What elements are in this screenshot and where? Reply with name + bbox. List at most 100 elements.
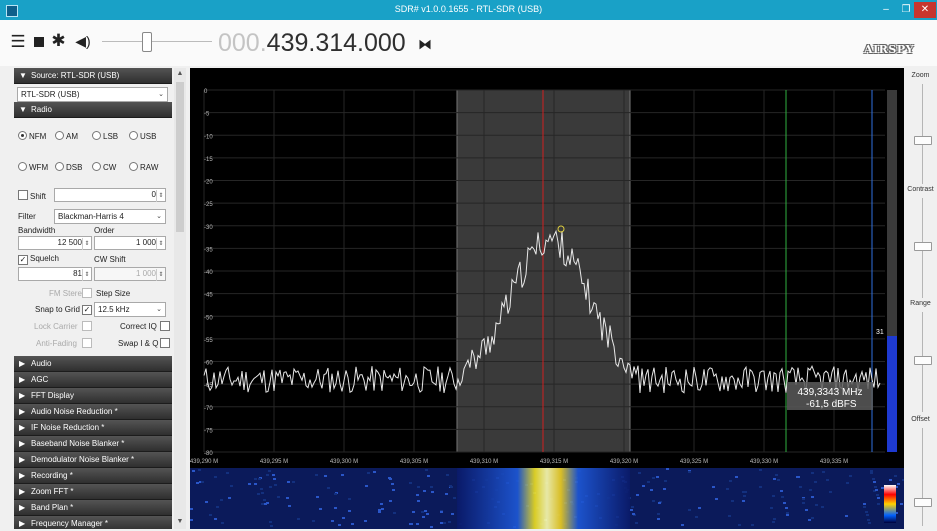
waterfall-speckle — [870, 470, 873, 472]
radio-section-header[interactable]: ▼ Radio — [14, 102, 172, 118]
section-fft-display[interactable]: ▶ FFT Display — [14, 388, 172, 404]
contrast-slider-thumb[interactable] — [914, 242, 932, 251]
waterfall-speckle — [772, 495, 775, 497]
frequency-value[interactable]: 439.314.000 — [266, 29, 406, 57]
offset-label: Offset — [911, 416, 930, 423]
waterfall-speckle — [192, 470, 195, 472]
speaker-icon[interactable]: ◀) — [75, 33, 91, 49]
menu-icon[interactable]: ☰ — [10, 32, 26, 51]
waterfall-speckle — [440, 522, 443, 524]
waterfall-speckle — [214, 518, 217, 520]
waterfall-speckle — [409, 523, 412, 525]
scroll-up-icon[interactable]: ▲ — [176, 70, 184, 77]
expand-triangle-icon: ▶ — [19, 439, 26, 448]
correct-iq-checkbox[interactable] — [160, 321, 172, 332]
checkbox-icon — [160, 321, 170, 331]
waterfall-speckle — [822, 471, 825, 473]
squelch-checkbox[interactable]: ✓ Squelch — [18, 254, 59, 265]
section-demodulator-noise-blanker[interactable]: ▶ Demodulator Noise Blanker * — [14, 452, 172, 468]
source-select[interactable]: RTL-SDR (USB) ⌄ — [17, 87, 168, 102]
order-label: Order — [94, 226, 115, 235]
volume-slider-track[interactable] — [102, 41, 212, 42]
volume-slider-thumb[interactable] — [142, 32, 152, 52]
shift-checkbox[interactable]: Shift — [18, 190, 46, 201]
y-tick-label: -5 — [204, 112, 210, 118]
maximize-button[interactable]: ❐ — [901, 4, 911, 15]
fm-stereo-checkbox[interactable] — [82, 288, 94, 299]
close-button[interactable]: ✕ — [914, 2, 936, 18]
mode-dsb[interactable]: DSB — [55, 162, 82, 172]
scroll-down-icon[interactable]: ▼ — [176, 518, 184, 525]
mode-wfm[interactable]: WFM — [18, 162, 48, 172]
waterfall-speckle — [895, 512, 898, 514]
offset-slider-thumb[interactable] — [914, 498, 932, 507]
spinner-icon[interactable]: ⇕ — [156, 269, 165, 281]
shift-field[interactable]: 0 ⇕ — [54, 188, 166, 202]
scrollbar-thumb[interactable] — [176, 82, 184, 232]
spectrum-svg[interactable]: 0-5-10-15-20-25-30-35-40-45-50-55-60-65-… — [190, 68, 905, 529]
section-recording[interactable]: ▶ Recording * — [14, 468, 172, 484]
mode-raw[interactable]: RAW — [129, 162, 158, 172]
order-field[interactable]: 1 000 ⇕ — [94, 236, 166, 250]
expand-triangle-icon: ▶ — [19, 487, 26, 496]
mode-cw[interactable]: CW — [92, 162, 116, 172]
waterfall-speckle — [688, 471, 691, 473]
waterfall-speckle — [440, 511, 443, 513]
squelch-value: 81 — [73, 269, 82, 278]
section-zoom-fft[interactable]: ▶ Zoom FFT * — [14, 484, 172, 500]
source-section-header[interactable]: ▼ Source: RTL-SDR (USB) — [14, 68, 172, 84]
cw-shift-field[interactable]: 1 000 ⇕ — [94, 267, 166, 281]
spinner-icon[interactable]: ⇕ — [156, 190, 165, 202]
minimize-button[interactable]: – — [883, 4, 889, 15]
waterfall-speckle — [334, 507, 337, 509]
center-frequency-icon[interactable]: ⧓ — [418, 36, 432, 52]
snap-to-grid-checkbox[interactable]: ✓ — [82, 304, 94, 315]
zoom-slider-track[interactable] — [922, 84, 923, 184]
spectrum-analyzer[interactable]: 0 -5 -10 -15 -20 -25 -30 -35 -40 -45 -50 -55 -60 -65-… — [190, 68, 905, 529]
waterfall-speckle — [389, 478, 392, 480]
section-if-noise-reduction[interactable]: ▶ IF Noise Reduction * — [14, 420, 172, 436]
waterfall-speckle — [424, 510, 427, 512]
cw-shift-value: 1 000 — [135, 269, 156, 278]
right-panel: Zoom Contrast Range Offset — [904, 68, 937, 529]
waterfall-speckle — [726, 488, 729, 490]
offset-slider-track[interactable] — [922, 428, 923, 526]
waterfall-speckle — [417, 486, 420, 488]
expand-triangle-icon: ▶ — [19, 407, 26, 416]
mode-nfm[interactable]: NFM — [18, 131, 46, 141]
section-baseband-noise-blanker[interactable]: ▶ Baseband Noise Blanker * — [14, 436, 172, 452]
range-slider-thumb[interactable] — [914, 356, 932, 365]
mode-lsb[interactable]: LSB — [92, 131, 118, 141]
spinner-icon[interactable]: ⇕ — [82, 269, 91, 281]
anti-fading-checkbox[interactable] — [82, 338, 94, 349]
sidebar-scrollbar[interactable]: ▲ ▼ — [174, 68, 186, 529]
spinner-icon[interactable]: ⇕ — [82, 238, 91, 250]
filter-select[interactable]: Blackman-Harris 4 ⌄ — [54, 209, 166, 224]
swap-iq-checkbox[interactable] — [160, 338, 172, 349]
waterfall-speckle — [443, 522, 446, 524]
step-size-select[interactable]: 12.5 kHz ⌄ — [94, 302, 166, 317]
section-audio[interactable]: ▶ Audio — [14, 356, 172, 372]
waterfall-speckle — [416, 494, 419, 496]
stop-icon[interactable] — [34, 37, 44, 47]
spinner-icon[interactable]: ⇕ — [156, 238, 165, 250]
waterfall-speckle — [451, 513, 454, 515]
lock-carrier-checkbox[interactable] — [82, 321, 94, 332]
section-frequency-manager[interactable]: ▶ Frequency Manager * — [14, 516, 172, 529]
waterfall-speckle — [416, 523, 419, 525]
level-meter-label: 31 — [876, 329, 884, 336]
mode-usb[interactable]: USB — [129, 131, 156, 141]
section-band-plan[interactable]: ▶ Band Plan * — [14, 500, 172, 516]
gear-icon[interactable]: ✱ — [51, 31, 66, 50]
waterfall-speckle — [431, 491, 434, 493]
squelch-field[interactable]: 81 ⇕ — [18, 267, 92, 281]
section-agc[interactable]: ▶ AGC — [14, 372, 172, 388]
zoom-slider-thumb[interactable] — [914, 136, 932, 145]
frequency-display[interactable]: 000.439.314.000 — [218, 29, 406, 57]
mode-am[interactable]: AM — [55, 131, 78, 141]
waterfall-speckle — [811, 472, 814, 474]
section-audio-noise-reduction[interactable]: ▶ Audio Noise Reduction * — [14, 404, 172, 420]
bandwidth-field[interactable]: 12 500 ⇕ — [18, 236, 92, 250]
waterfall-speckle — [269, 521, 272, 523]
waterfall-speckle — [260, 488, 263, 490]
